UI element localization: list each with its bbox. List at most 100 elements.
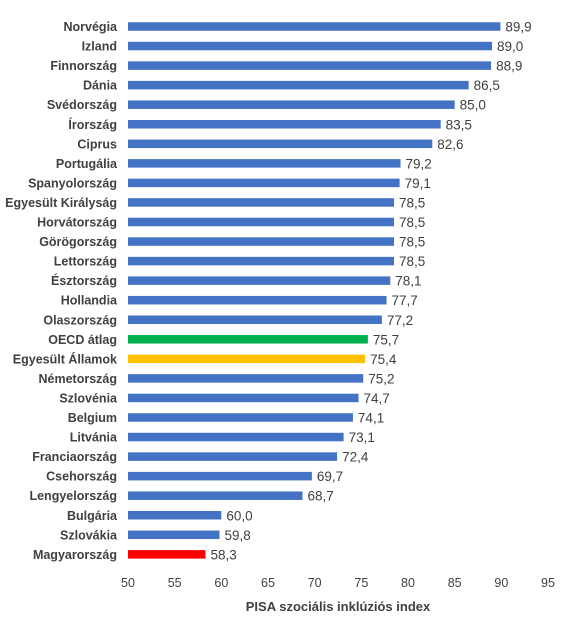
bar-22	[128, 452, 338, 461]
value-label: 75,4	[370, 352, 397, 367]
x-tick-label: 90	[494, 576, 508, 590]
value-label: 88,9	[496, 59, 522, 74]
bar-19	[128, 393, 359, 403]
x-axis-title: PISA szociális inklúziós index	[246, 599, 431, 614]
category-label: Belgium	[68, 411, 117, 425]
bar-14	[128, 295, 387, 305]
value-label: 69,7	[317, 469, 343, 484]
bar-20	[128, 413, 353, 422]
x-tick-label: 95	[541, 576, 555, 590]
bar-9	[128, 198, 394, 207]
value-label: 89,9	[505, 20, 531, 35]
bar-0	[128, 22, 501, 31]
category-label: Finnország	[50, 59, 117, 73]
value-label: 86,5	[474, 78, 500, 93]
category-label: Németország	[39, 372, 118, 386]
category-label: Norvégia	[64, 20, 119, 34]
category-label: Portugália	[56, 157, 118, 171]
category-label: Szlovénia	[59, 391, 118, 405]
x-tick-label: 65	[261, 576, 275, 590]
bars-group	[128, 22, 501, 559]
bar-16	[128, 335, 368, 344]
bar-8	[128, 178, 400, 188]
x-tick-label: 85	[448, 576, 462, 590]
value-label: 74,1	[358, 411, 384, 426]
category-label: Magyarország	[33, 548, 117, 562]
bar-5	[128, 120, 441, 129]
bar-1	[128, 41, 492, 51]
value-label: 78,1	[395, 274, 421, 289]
category-label: Dánia	[83, 79, 118, 93]
x-tick-label: 80	[401, 576, 415, 590]
category-label: Észtország	[51, 273, 117, 288]
category-label: Lengyelország	[29, 489, 117, 503]
category-labels: Norvégia Izland Finnország Dánia Svédország Í…	[5, 20, 118, 562]
category-label: Lettország	[54, 255, 117, 269]
category-label: Csehország	[46, 470, 117, 484]
value-label: 78,5	[399, 235, 425, 250]
category-label: Szlovákia	[60, 528, 118, 542]
bar-15	[128, 315, 382, 324]
category-label: Svédország	[47, 98, 117, 112]
x-tick-label: 50	[121, 576, 135, 590]
bar-26	[128, 530, 220, 540]
value-label: 58,3	[210, 547, 236, 562]
value-label: 83,5	[446, 117, 472, 132]
category-label: Franciaország	[32, 450, 117, 464]
value-label: 75,7	[373, 332, 399, 347]
category-label: Egyesült Királyság	[5, 196, 117, 210]
category-label: Hollandia	[61, 294, 118, 308]
bar-2	[128, 61, 492, 70]
category-label: Egyesült Államok	[13, 351, 117, 366]
bar-18	[128, 374, 364, 383]
bar-25	[128, 511, 222, 520]
value-label: 78,5	[399, 254, 425, 269]
value-label: 72,4	[342, 450, 369, 465]
value-label: 89,0	[497, 39, 523, 54]
value-label: 59,8	[224, 528, 250, 543]
category-label: Horvátország	[37, 216, 117, 230]
bar-21	[128, 432, 344, 442]
value-label: 74,7	[364, 391, 390, 406]
category-label: Litvánia	[70, 431, 118, 445]
bar-10	[128, 217, 394, 227]
bar-13	[128, 276, 391, 285]
x-tick-label: 70	[308, 576, 322, 590]
bar-24	[128, 491, 303, 500]
bar-17	[128, 354, 366, 364]
bar-4	[128, 100, 455, 109]
category-label: Spanyolország	[28, 176, 117, 190]
category-label: Izland	[82, 40, 117, 54]
category-label: Olaszország	[43, 313, 117, 327]
value-label: 75,2	[368, 371, 394, 386]
bar-7	[128, 159, 401, 168]
bar-11	[128, 237, 394, 246]
value-label: 78,5	[399, 195, 425, 210]
bar-6	[128, 139, 433, 149]
value-label: 77,7	[392, 293, 418, 308]
bar-27	[128, 550, 206, 559]
category-label: Bulgária	[67, 509, 118, 523]
value-labels: 89,9 89,0 88,9 86,5 85,0 83,5 82,6 79,2 79,1 78,5…	[210, 20, 531, 563]
value-label: 79,2	[406, 156, 432, 171]
x-tick-label: 60	[214, 576, 228, 590]
value-label: 77,2	[387, 313, 413, 328]
x-tick-label: 75	[354, 576, 368, 590]
category-label: OECD átlag	[48, 333, 117, 347]
category-label: Görögország	[39, 235, 117, 249]
value-label: 68,7	[308, 489, 334, 504]
bar-12	[128, 256, 394, 266]
value-label: 82,6	[437, 137, 463, 152]
value-label: 78,5	[399, 215, 425, 230]
x-tick-label: 55	[168, 576, 182, 590]
value-label: 60,0	[226, 508, 252, 523]
category-label: Írország	[68, 117, 117, 132]
value-label: 79,1	[405, 176, 431, 191]
bar-3	[128, 80, 469, 90]
x-axis-ticks: 50 55 60 65 70 75 80 85 90 95	[121, 576, 555, 590]
value-label: 73,1	[349, 430, 375, 445]
category-label: Ciprus	[77, 137, 117, 151]
value-label: 85,0	[460, 98, 486, 113]
bar-23	[128, 471, 312, 481]
